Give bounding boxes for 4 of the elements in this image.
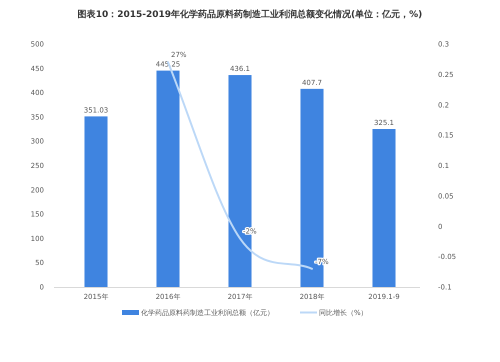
bar: [84, 116, 108, 287]
chart-title: 图表10：2015-2019年化学药品原料药制造工业利润总额变化情况(单位：亿元，%): [78, 9, 422, 20]
bar: [156, 70, 180, 287]
bar: [372, 129, 396, 287]
